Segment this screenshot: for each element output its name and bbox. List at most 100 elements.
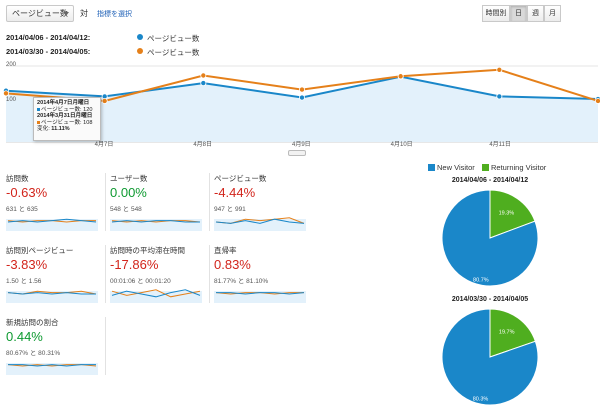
metric-select[interactable]: ページビュー数 bbox=[6, 5, 74, 22]
pie-slice-returning-visitor[interactable] bbox=[489, 189, 536, 239]
sparkline-area bbox=[6, 363, 98, 375]
tooltip-row-2: ページビュー数: 108 bbox=[41, 119, 93, 126]
tooltip-swatch-orange-icon bbox=[37, 120, 40, 124]
series-area-0 bbox=[6, 76, 598, 142]
tooltip-change-value: 11.11% bbox=[51, 126, 70, 133]
data-point-0-5[interactable] bbox=[496, 93, 503, 100]
data-point-1-4[interactable] bbox=[397, 73, 404, 80]
sparkline-current bbox=[8, 364, 96, 367]
scorecard-divider bbox=[209, 245, 210, 303]
scorecard-change: -17.86% bbox=[110, 257, 159, 272]
metric-select-label: ページビュー数 bbox=[12, 9, 68, 18]
range-2-dot-icon bbox=[137, 48, 143, 54]
sparkline-current bbox=[111, 220, 200, 223]
data-point-1-1[interactable] bbox=[101, 97, 108, 104]
sparkline bbox=[214, 217, 306, 231]
pie-slice-label: 19.3% bbox=[499, 210, 515, 216]
range-1-label: 2014/04/06 - 2014/04/12: bbox=[6, 33, 91, 42]
pie-chart-2[interactable]: 19.7% 80.3% bbox=[430, 305, 550, 409]
data-point-0-2[interactable] bbox=[200, 80, 207, 87]
scorecard[interactable]: 訪問数 -0.63% 631 と 635 bbox=[6, 173, 106, 238]
pie-slice-new-visitor[interactable] bbox=[441, 189, 539, 286]
x-tick-label: 4月7日 bbox=[94, 142, 114, 148]
data-point-1-3[interactable] bbox=[298, 86, 305, 93]
sparkline bbox=[110, 219, 202, 231]
scorecard-change: -0.63% bbox=[6, 185, 48, 200]
range-2-label: 2014/03/30 - 2014/04/05: bbox=[6, 47, 91, 56]
data-point-1-5[interactable] bbox=[496, 66, 503, 73]
tooltip-change-label: 変化: bbox=[37, 126, 52, 133]
sparkline bbox=[6, 290, 98, 303]
scorecard-comparison: 1.50 と 1.56 bbox=[6, 278, 42, 285]
sparkline bbox=[110, 289, 202, 303]
scorecard-divider bbox=[105, 173, 106, 231]
scorecard-title: ユーザー数 bbox=[110, 174, 148, 183]
scorecard-change: -4.44% bbox=[214, 185, 256, 200]
x-tick-label: 4月8日 bbox=[193, 142, 213, 148]
data-point-1-2[interactable] bbox=[200, 72, 207, 79]
scorecard[interactable]: 訪問時の平均滞在時間 -17.86% 00:01:06 と 00:01:20 bbox=[110, 245, 210, 310]
pie-2-title: 2014/03/30 - 2014/04/05 bbox=[451, 296, 529, 303]
sparkline bbox=[214, 291, 306, 303]
legend-new-visitor: New Visitor bbox=[437, 163, 475, 172]
sparkline-area bbox=[6, 291, 98, 303]
scorecard-change: 0.83% bbox=[214, 257, 251, 272]
pie-1-title: 2014/04/06 - 2014/04/12 bbox=[451, 177, 529, 184]
scorecard-comparison: 00:01:06 と 00:01:20 bbox=[110, 278, 171, 285]
tooltip-date-1: 2014年4月7日月曜日 bbox=[37, 100, 90, 106]
pie-slice-new-visitor[interactable] bbox=[441, 308, 539, 406]
scorecard[interactable]: 直帰率 0.83% 81.77% と 81.10% bbox=[214, 245, 314, 310]
select-metric-link[interactable]: 指標を選択 bbox=[97, 11, 132, 18]
sparkline-area bbox=[110, 219, 202, 231]
sparkline-area bbox=[6, 219, 98, 231]
line-chart[interactable] bbox=[0, 60, 600, 150]
scorecard-comparison: 548 と 548 bbox=[110, 206, 142, 213]
y-tick-100: 100 bbox=[6, 97, 17, 103]
granularity-hourly-button[interactable]: 時間別 bbox=[482, 5, 510, 22]
scorecard[interactable]: 訪問別ページビュー -3.83% 1.50 と 1.56 bbox=[6, 245, 106, 310]
sparkline-current bbox=[111, 289, 201, 298]
range-2-series: ページビュー数 bbox=[147, 48, 200, 57]
scorecard-divider bbox=[209, 173, 210, 231]
scorecard-change: 0.44% bbox=[6, 329, 43, 344]
sparkline-current bbox=[215, 218, 305, 224]
pie-slice-label: 80.7% bbox=[473, 278, 489, 284]
scorecard-comparison: 80.67% と 80.31% bbox=[6, 350, 61, 357]
scorecard-title: ページビュー数 bbox=[214, 174, 267, 183]
granularity-week-button[interactable]: 週 bbox=[527, 5, 544, 22]
scorecard-title: 直帰率 bbox=[214, 246, 237, 255]
data-point-1-0[interactable] bbox=[3, 90, 9, 97]
scorecard-title: 訪問数 bbox=[6, 174, 29, 183]
legend-returning-visitor: Returning Visitor bbox=[491, 163, 547, 172]
granularity-month-button[interactable]: 月 bbox=[544, 5, 561, 22]
scorecard[interactable]: ユーザー数 0.00% 548 と 548 bbox=[110, 173, 210, 238]
scorecard-title: 新規訪問の割合 bbox=[6, 318, 59, 327]
scorecard-divider bbox=[105, 317, 106, 375]
scorecard-change: -3.83% bbox=[6, 257, 48, 272]
legend-new-visitor-swatch-icon bbox=[428, 164, 435, 171]
range-1-dot-icon bbox=[137, 34, 143, 40]
sparkline-area bbox=[214, 291, 306, 303]
sparkline-current bbox=[7, 292, 96, 295]
vs-label: 対 bbox=[80, 9, 88, 18]
scorecard[interactable]: ページビュー数 -4.44% 947 と 991 bbox=[214, 173, 314, 238]
sparkline bbox=[6, 363, 98, 375]
scorecard[interactable]: 新規訪問の割合 0.44% 80.67% と 80.31% bbox=[6, 317, 106, 382]
sparkline-prev bbox=[111, 220, 201, 223]
sparkline-prev bbox=[111, 289, 201, 298]
granularity-day-button[interactable]: 日 bbox=[510, 5, 527, 22]
scorecard-change: 0.00% bbox=[110, 185, 147, 200]
pie-chart-1[interactable]: 19.3% 80.7% bbox=[430, 186, 550, 286]
data-point-0-3[interactable] bbox=[298, 94, 305, 101]
scorecard-title: 訪問別ページビュー bbox=[6, 246, 74, 255]
scorecard-comparison: 631 と 635 bbox=[6, 206, 38, 213]
chevron-down-icon bbox=[63, 12, 69, 16]
scorecard-divider bbox=[105, 245, 106, 303]
data-point-1-6[interactable] bbox=[595, 97, 600, 104]
sparkline-current bbox=[7, 218, 97, 223]
scorecard-comparison: 947 と 991 bbox=[214, 206, 246, 213]
pie-slice-label: 80.3% bbox=[473, 396, 489, 402]
tooltip-row-1: ページビュー数: 120 bbox=[41, 106, 93, 113]
range-1-series: ページビュー数 bbox=[147, 34, 200, 43]
chart-resize-handle[interactable] bbox=[288, 150, 306, 156]
